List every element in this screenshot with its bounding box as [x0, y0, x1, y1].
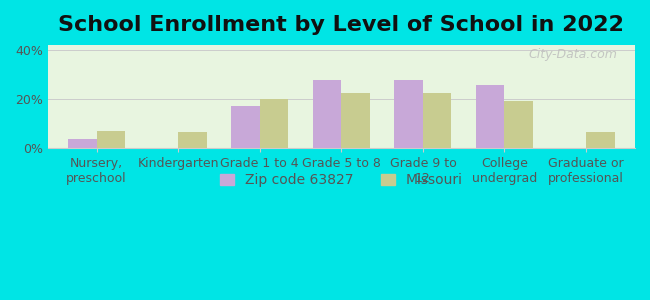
Bar — [260, 99, 289, 148]
Text: City-Data.com: City-Data.com — [528, 48, 618, 61]
Bar — [476, 85, 504, 148]
Bar — [231, 106, 260, 148]
Bar — [395, 80, 423, 148]
Bar — [313, 80, 341, 148]
Title: School Enrollment by Level of School in 2022: School Enrollment by Level of School in … — [58, 15, 624, 35]
Bar — [504, 101, 533, 148]
Bar — [423, 93, 452, 148]
Bar — [178, 132, 207, 148]
Bar — [341, 93, 370, 148]
Bar — [586, 132, 615, 148]
Legend: Zip code 63827, Missouri: Zip code 63827, Missouri — [213, 167, 470, 194]
Bar — [68, 139, 97, 148]
Bar — [97, 131, 125, 148]
